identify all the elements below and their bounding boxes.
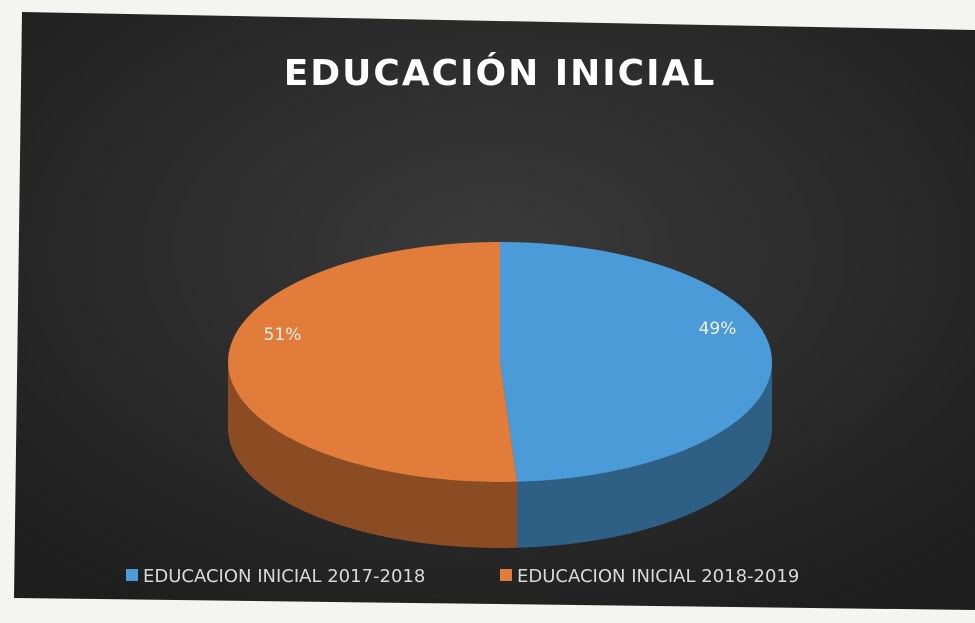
pie-slice-side [517,362,772,548]
legend-swatch [126,569,138,581]
pie-slice-side [228,362,518,548]
legend-label: EDUCACION INICIAL 2017-2018 [143,566,425,587]
pie-slice [228,242,518,482]
pie-slice [500,242,772,482]
pie: 49% 51% [228,242,772,548]
data-label: 49% [699,319,737,339]
legend: EDUCACION INICIAL 2017-2018 EDUCACION INI… [126,566,799,587]
chart-title: EDUCACIÓN INICIAL [284,52,717,94]
data-label: 51% [264,325,302,345]
legend-swatch [500,569,512,581]
legend-label: EDUCACION INICIAL 2018-2019 [517,566,799,587]
